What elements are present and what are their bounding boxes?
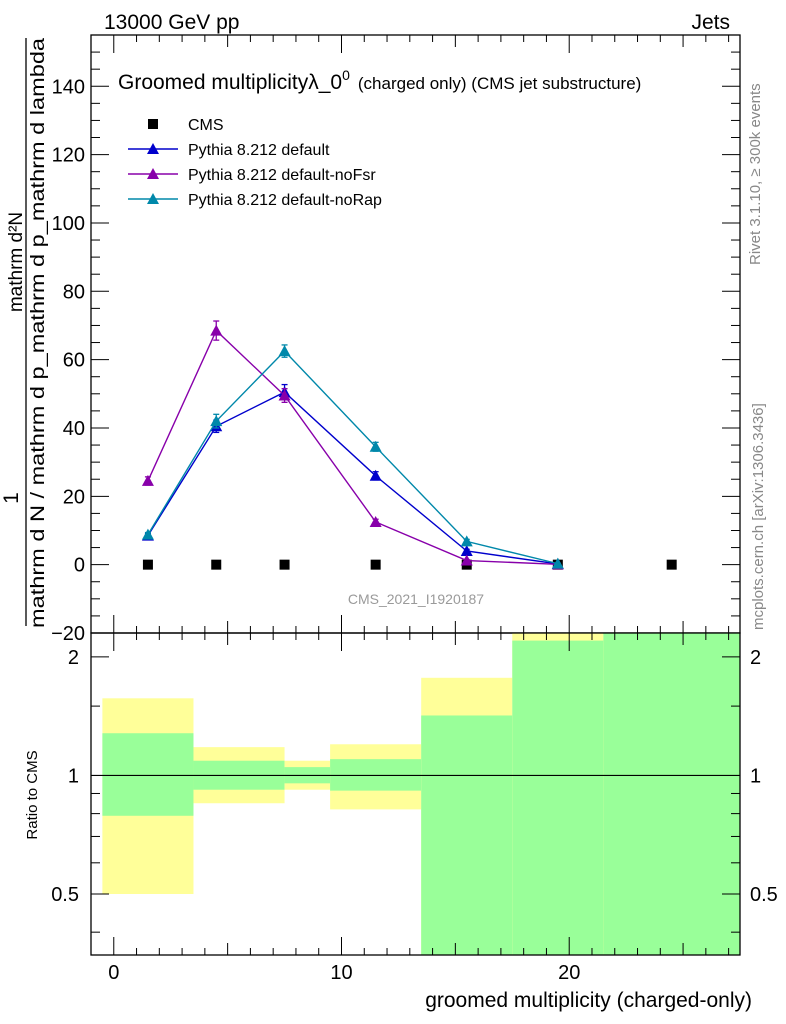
header-left: 13000 GeV pp (104, 11, 239, 34)
ratio-y-tick-label: 1 (68, 765, 79, 787)
ratio-band-green (421, 715, 513, 955)
data-point (279, 559, 290, 570)
data-point (460, 535, 473, 547)
ratio-ylabel: Ratio to CMS (24, 750, 41, 839)
ratio-y-tick-label-right: 2 (750, 647, 761, 669)
y-tick-label: 0 (74, 555, 85, 577)
series-line (147, 391, 558, 565)
legend-label: CMS (188, 117, 224, 134)
mcplots-label: mcplots.cern.ch [arXiv:1306.3436] (750, 403, 767, 630)
y-tick-label: 60 (63, 350, 85, 372)
title-sup: 0 (342, 67, 350, 83)
y-tick-label: 40 (63, 418, 85, 440)
data-point (141, 474, 154, 486)
data-point (211, 559, 222, 570)
data-point (369, 469, 382, 481)
data-point (369, 440, 382, 452)
y-tick-label: −20 (51, 623, 85, 645)
legend-label: Pythia 8.212 default-noFsr (188, 167, 376, 184)
legend: CMS Pythia 8.212 default Pythia 8.212 defa… (128, 117, 382, 209)
data-point (278, 345, 291, 357)
ylabel-inner-numer: mathrm d²N (6, 212, 27, 312)
y-tick-label: 100 (52, 213, 85, 235)
y-tick-label: 80 (63, 281, 85, 303)
ratio-y-tick-label: 0.5 (51, 884, 79, 906)
series-pythia-8-212-default-norap (141, 344, 564, 569)
ratio-y-tick-label: 2 (68, 647, 79, 669)
series-line (147, 350, 558, 565)
legend-entry: Pythia 8.212 default-noRap (128, 192, 382, 209)
series-line (147, 329, 558, 566)
legend-marker (147, 193, 159, 204)
rivet-label: Rivet 3.1.10, ≥ 300k events (747, 83, 764, 265)
main-panel: −20 0 20 40 60 80 100 120 140 (51, 34, 741, 645)
analysis-watermark: CMS_2021_I1920187 (348, 591, 484, 607)
legend-label: Pythia 8.212 default (188, 142, 330, 159)
legend-marker (147, 168, 159, 179)
ylabel-denominator: mathrm d N / mathrm d p_mathrm d p_mathr… (28, 37, 49, 628)
ratio-y-tick-label-right: 1 (750, 765, 761, 787)
data-point (142, 559, 153, 570)
title-lambda: λ_0 (308, 71, 342, 94)
data-point (551, 557, 564, 569)
y-tick-label: 20 (63, 486, 85, 508)
data-point (460, 544, 473, 556)
data-point (210, 324, 223, 336)
data-point (666, 559, 677, 570)
y-tick-label: 120 (52, 145, 85, 167)
legend-marker (148, 119, 158, 129)
data-point (278, 389, 291, 401)
ylabel-numerator: 1 (0, 492, 23, 504)
ratio-y-tick-label-right: 0.5 (750, 884, 778, 906)
data-point (369, 515, 382, 527)
ratio-band-green (603, 633, 740, 955)
ratio-xlabel: groomed multiplicity (charged-only) (425, 989, 752, 1012)
series-cms (142, 559, 677, 570)
ratio-band-green (512, 640, 604, 955)
title-suffix: (charged only) (CMS jet substructure) (358, 74, 641, 93)
legend-entry: Pythia 8.212 default (128, 142, 330, 159)
series-pythia-8-212-default (141, 383, 564, 569)
title-main: Groomed multiplicity (118, 71, 309, 94)
ratio-panel: 0 10 20 0.5 0.5 1 1 2 2 (51, 632, 778, 984)
x-tick-label: 10 (330, 962, 352, 984)
y-tick-label: 140 (52, 76, 85, 98)
legend-entry: CMS (148, 117, 224, 134)
data-point (141, 528, 154, 540)
main-ylabel: 1 mathrm d²N mathrm d N / mathrm d p_mat… (0, 37, 49, 628)
x-tick-label: 20 (558, 962, 580, 984)
data-point (460, 554, 473, 566)
legend-label: Pythia 8.212 default-noRap (188, 192, 382, 209)
chart-title: Groomed multiplicityλ_00 (charged only) (… (118, 67, 641, 94)
data-point (210, 415, 223, 427)
ratio-band-green (102, 733, 194, 816)
ratio-frame (90, 632, 741, 956)
legend-marker (147, 143, 159, 154)
data-point (370, 559, 381, 570)
x-tick-label: 0 (108, 962, 119, 984)
legend-entry: Pythia 8.212 default-noFsr (128, 167, 376, 184)
header-right: Jets (691, 11, 730, 34)
